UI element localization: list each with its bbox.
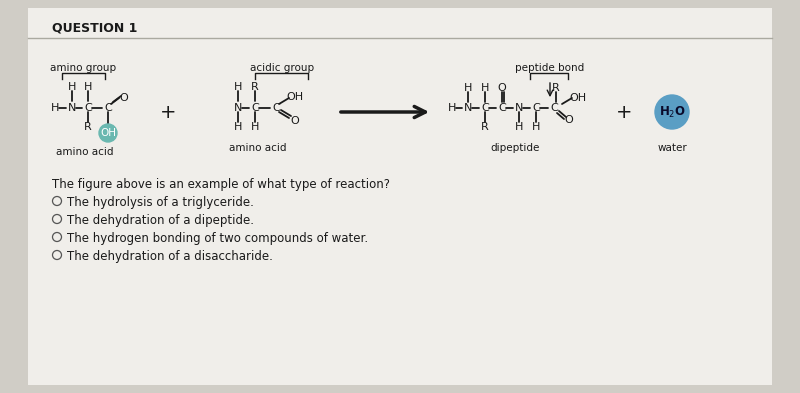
Text: dipeptide: dipeptide — [490, 143, 540, 153]
Text: H$_2$O: H$_2$O — [658, 105, 686, 119]
Circle shape — [655, 95, 689, 129]
Text: R: R — [251, 82, 259, 92]
Text: C: C — [550, 103, 558, 113]
Text: H: H — [234, 122, 242, 132]
Text: acidic group: acidic group — [250, 63, 314, 73]
Text: The dehydration of a dipeptide.: The dehydration of a dipeptide. — [67, 214, 254, 227]
Text: O: O — [565, 115, 574, 125]
Text: H: H — [464, 83, 472, 93]
Text: H: H — [51, 103, 59, 113]
Text: C: C — [272, 103, 280, 113]
Text: O: O — [290, 116, 299, 126]
Text: R: R — [552, 83, 560, 93]
Circle shape — [99, 124, 117, 142]
Text: The figure above is an example of what type of reaction?: The figure above is an example of what t… — [52, 178, 390, 191]
Text: N: N — [515, 103, 523, 113]
Text: H: H — [234, 82, 242, 92]
Text: N: N — [464, 103, 472, 113]
Text: amino acid: amino acid — [230, 143, 286, 153]
Text: peptide bond: peptide bond — [515, 63, 585, 73]
Text: N: N — [68, 103, 76, 113]
Text: R: R — [84, 122, 92, 132]
Text: C: C — [498, 103, 506, 113]
Text: C: C — [481, 103, 489, 113]
Text: H: H — [68, 82, 76, 92]
Text: C: C — [251, 103, 259, 113]
Text: C: C — [532, 103, 540, 113]
FancyArrowPatch shape — [341, 107, 426, 118]
Text: OH: OH — [286, 92, 303, 102]
Text: OH: OH — [100, 128, 116, 138]
Text: +: + — [160, 103, 176, 121]
Text: H: H — [481, 83, 489, 93]
Text: H: H — [448, 103, 456, 113]
Text: O: O — [498, 83, 506, 93]
Text: amino group: amino group — [50, 63, 116, 73]
Text: The hydrogen bonding of two compounds of water.: The hydrogen bonding of two compounds of… — [67, 232, 368, 245]
Text: H: H — [532, 122, 540, 132]
Text: C: C — [84, 103, 92, 113]
Text: The hydrolysis of a triglyceride.: The hydrolysis of a triglyceride. — [67, 196, 254, 209]
Text: The dehydration of a disaccharide.: The dehydration of a disaccharide. — [67, 250, 273, 263]
Text: H: H — [84, 82, 92, 92]
Text: N: N — [234, 103, 242, 113]
Text: +: + — [616, 103, 632, 121]
Text: water: water — [657, 143, 687, 153]
Text: QUESTION 1: QUESTION 1 — [52, 22, 138, 35]
Text: H: H — [251, 122, 259, 132]
Text: OH: OH — [570, 93, 586, 103]
Text: H: H — [515, 122, 523, 132]
Text: C: C — [104, 103, 112, 113]
Text: O: O — [120, 93, 128, 103]
Text: R: R — [481, 122, 489, 132]
Text: amino acid: amino acid — [56, 147, 114, 157]
FancyBboxPatch shape — [28, 8, 772, 385]
